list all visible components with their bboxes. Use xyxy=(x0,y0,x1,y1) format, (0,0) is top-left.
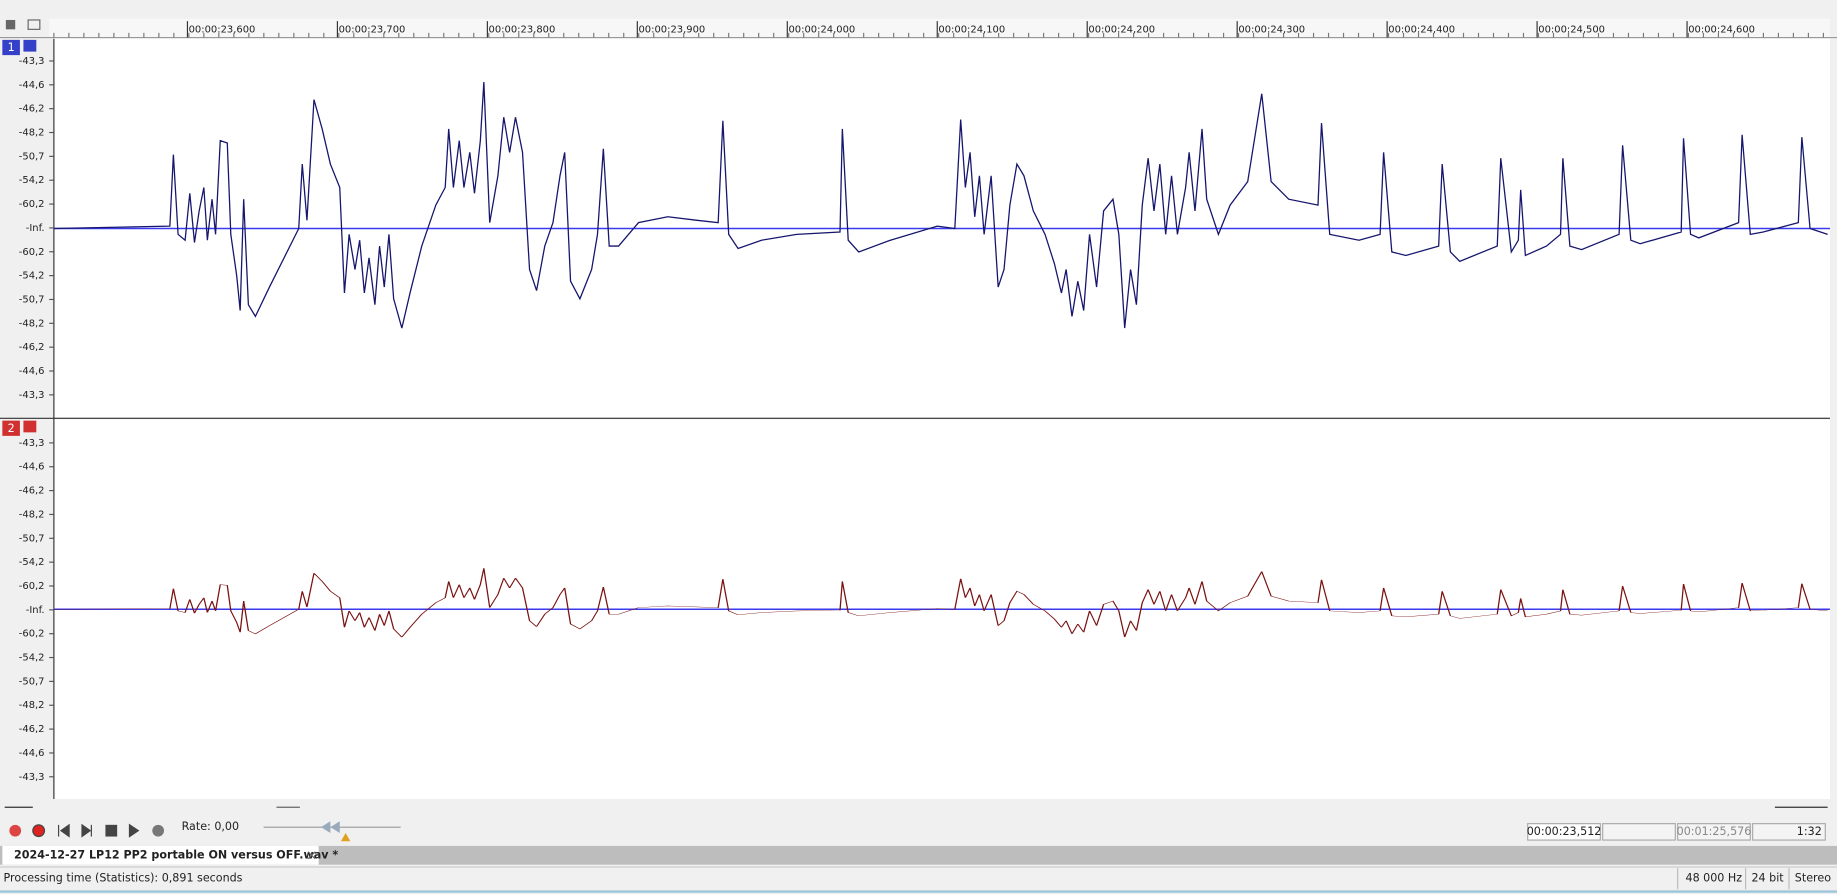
ruler-labels: 00:00:23,600 00:00:23,700 00:00:23,800 00:0… xyxy=(53,21,1824,38)
scale-label: -43,3 xyxy=(19,772,45,783)
scale-label: -54,2 xyxy=(19,557,45,568)
scrollbar[interactable] xyxy=(0,800,1837,815)
ruler-band xyxy=(49,18,1830,38)
selection-field[interactable] xyxy=(1602,823,1676,841)
zoom-field[interactable] xyxy=(1752,823,1826,841)
scale-label: -48,2 xyxy=(19,509,45,520)
scale-label: -44,6 xyxy=(19,748,45,759)
channel-2-badge[interactable] xyxy=(2,420,20,436)
scale-label: -44,6 xyxy=(19,462,45,473)
position-text: 00:00:23,512 xyxy=(1527,825,1602,838)
channel-mode: Stereo xyxy=(1795,872,1831,885)
scale-label: -46,2 xyxy=(19,104,45,115)
rate-marker xyxy=(340,833,351,842)
tab-close[interactable] xyxy=(307,851,316,860)
sample-rate: 48 000 Hz xyxy=(1686,872,1743,885)
scale-label: -44,6 xyxy=(19,366,45,377)
ruler-label: 00:00:24,100 xyxy=(938,24,1005,35)
ruler-label: 00:00:24,400 xyxy=(1388,24,1455,35)
scale-label: -48,2 xyxy=(19,700,45,711)
ruler-label: 00:00:24,300 xyxy=(1238,24,1305,35)
ruler-label: 00:00:24,000 xyxy=(788,24,855,35)
scale-label: -60,2 xyxy=(19,629,45,640)
scale-label: -60,2 xyxy=(19,199,45,210)
ruler-label: 00:00:24,500 xyxy=(1538,24,1605,35)
scale-label: -43,3 xyxy=(19,56,45,67)
stop-button[interactable] xyxy=(105,824,118,837)
scale-label: -54,2 xyxy=(19,653,45,664)
lock-icon[interactable] xyxy=(5,19,16,30)
scale-label: -46,2 xyxy=(19,724,45,735)
rate-handle[interactable] xyxy=(321,821,340,834)
play-all-button[interactable] xyxy=(152,824,165,837)
scale-label: -50,7 xyxy=(19,151,45,162)
tab-bar xyxy=(0,845,1837,865)
next-button[interactable] xyxy=(81,823,92,838)
document-tab[interactable] xyxy=(2,845,319,865)
scale-label: -60,2 xyxy=(19,581,45,592)
prev-button[interactable] xyxy=(57,823,70,838)
channel-number: 1 xyxy=(8,41,15,54)
ruler-label: 00:00:23,600 xyxy=(189,24,256,35)
play-button[interactable] xyxy=(128,823,140,838)
scale-label: -50,7 xyxy=(19,294,45,305)
scale-label: -50,7 xyxy=(19,676,45,687)
scale-label: -60,2 xyxy=(19,247,45,258)
scale-label: -44,6 xyxy=(19,80,45,91)
channel-1-minimize[interactable] xyxy=(23,39,37,52)
ruler-label: 00:00:24,600 xyxy=(1688,24,1755,35)
status-message: Processing time (Statistics): 0,891 seco… xyxy=(4,872,243,885)
scale-label: -46,2 xyxy=(19,342,45,353)
ruler-label: 00:00:23,800 xyxy=(489,24,556,35)
record-button[interactable] xyxy=(32,824,46,838)
bit-depth: 24 bit xyxy=(1751,872,1784,885)
scale-label: -Inf. xyxy=(26,223,45,234)
record-options-button[interactable] xyxy=(9,824,22,837)
ruler-label: 00:00:23,700 xyxy=(339,24,406,35)
scale-label: -48,2 xyxy=(19,128,45,139)
scale-label: -46,2 xyxy=(19,486,45,497)
length-text: 00:01:25,576 xyxy=(1677,825,1752,838)
channel-number: 2 xyxy=(8,422,15,435)
scale-label: -50,7 xyxy=(19,533,45,544)
sync-icon[interactable] xyxy=(27,19,41,30)
zoom-text: 1:32 xyxy=(1797,825,1822,838)
scale-label: -43,3 xyxy=(19,390,45,401)
scale-label: -Inf. xyxy=(26,605,45,616)
channel-1-badge[interactable] xyxy=(2,39,20,56)
ruler-label: 00:00:24,200 xyxy=(1088,24,1155,35)
channel-2-minimize[interactable] xyxy=(23,420,37,433)
tab-title: 2024-12-27 LP12 PP2 portable ON versus O… xyxy=(14,848,338,861)
rate-label: Rate: 0,00 xyxy=(182,820,239,833)
status-bar xyxy=(0,867,1837,894)
scale-label: -43,3 xyxy=(19,438,45,449)
scale-label: -54,2 xyxy=(19,175,45,186)
ruler-label: 00:00:23,900 xyxy=(638,24,705,35)
scales: -43,3 -44,6 -46,2 -48,2 -50,7 -54,2 -60,2 -Inf.… xyxy=(19,56,54,783)
scale-label: -54,2 xyxy=(19,271,45,282)
length-field[interactable] xyxy=(1677,823,1751,841)
scale-label: -48,2 xyxy=(19,318,45,329)
position-field[interactable] xyxy=(1527,823,1601,841)
